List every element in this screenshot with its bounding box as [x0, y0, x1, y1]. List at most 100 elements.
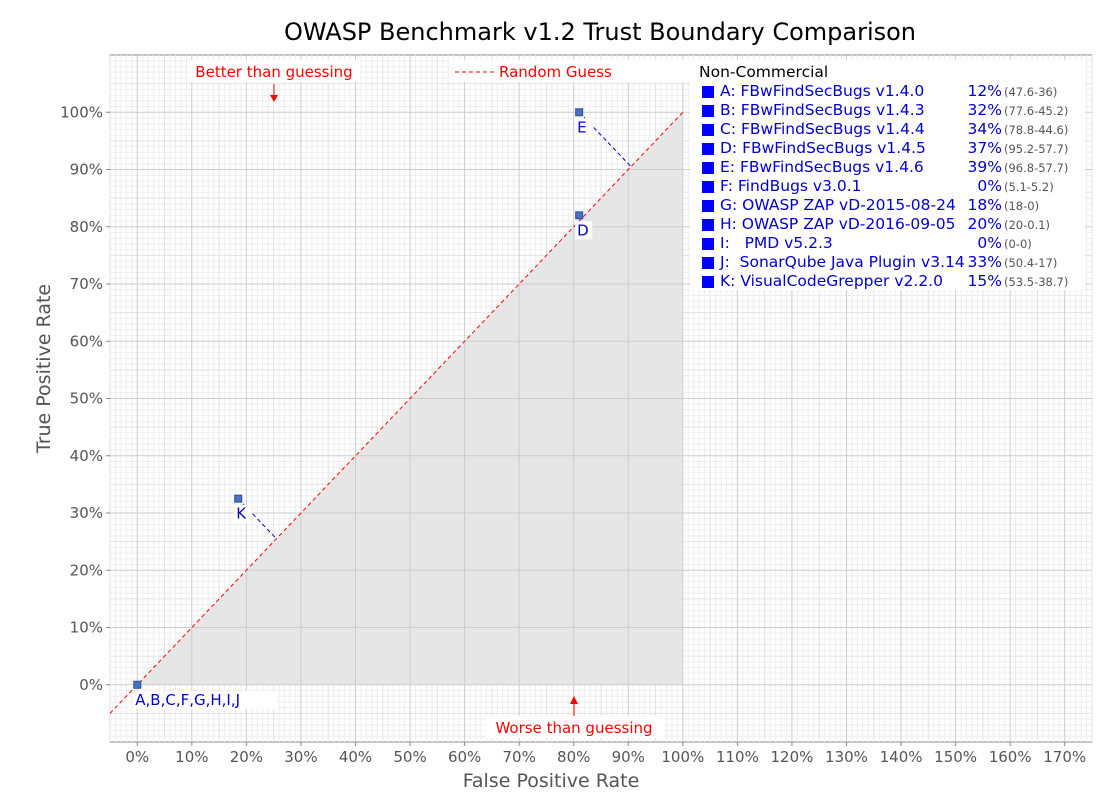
legend-entry: K: VisualCodeGrepper v2.2.0 15% (53.5-38.7… [702, 272, 1087, 291]
x-axis-label: False Positive Rate [463, 770, 640, 792]
legend-entry-range: (96.8-57.7) [1004, 161, 1069, 175]
legend-entry: F: FindBugs v3.0.1 0% (5.1-5.2) [702, 177, 1087, 196]
legend-entry-label: H: OWASP ZAP vD-2016-09-05 [720, 215, 956, 233]
legend-entry-range: (78.8-44.6) [1004, 123, 1069, 137]
legend-entry: H: OWASP ZAP vD-2016-09-05 20% (20-0.1) [702, 215, 1087, 234]
legend-square-icon [702, 86, 714, 98]
legend-entry-score: 33% [967, 253, 1002, 271]
legend-entry-score: 0% [977, 234, 1002, 252]
legend-entry-label: B: FBwFindSecBugs v1.4.3 [720, 101, 925, 119]
y-tick-label: 100% [60, 103, 103, 121]
legend-square-icon [702, 238, 714, 250]
x-tick-label: 60% [448, 748, 481, 766]
legend-entry-range: (53.5-38.7) [1004, 275, 1069, 289]
legend-square-icon [702, 257, 714, 269]
legend-square-icon [702, 181, 714, 193]
legend-entry-label: F: FindBugs v3.0.1 [720, 177, 862, 195]
legend-entry-range: (77.6-45.2) [1004, 104, 1069, 118]
legend-entry-label: K: VisualCodeGrepper v2.2.0 [720, 272, 943, 290]
data-point [234, 494, 243, 503]
legend-entry-range: (18-0) [1004, 199, 1040, 213]
better-label-bg [190, 60, 360, 82]
better-than-guessing-label: Better than guessing [195, 63, 352, 81]
legend-entry-range: (0-0) [1004, 237, 1032, 251]
x-tick-label: 170% [1043, 748, 1086, 766]
legend-heading: Non-Commercial [699, 63, 829, 81]
better-arrow-head [270, 95, 278, 102]
y-tick-label: 10% [70, 619, 103, 637]
legend-entry-range: (95.2-57.7) [1004, 142, 1069, 156]
legend-entry-range: (47.6-36) [1004, 85, 1058, 99]
y-axis-label: True Positive Rate [33, 284, 55, 454]
legend-entry-score: 15% [967, 272, 1002, 290]
legend-square-icon [702, 200, 714, 212]
random-legend-bg [450, 60, 690, 82]
legend-entry-score: 39% [967, 158, 1002, 176]
legend-entry-label: A: FBwFindSecBugs v1.4.0 [720, 82, 925, 100]
point-label: D [577, 221, 589, 239]
random-guess-legend-label: Random Guess [499, 63, 612, 81]
legend-entry-label: I: PMD v5.2.3 [720, 234, 833, 252]
point-label-bg [133, 690, 277, 709]
worse-label-bg [486, 716, 664, 738]
y-tick-label: 70% [70, 275, 103, 293]
legend-square-icon [702, 219, 714, 231]
legend-entry-label: G: OWASP ZAP vD-2015-08-24 [720, 196, 956, 214]
x-tick-label: 90% [612, 748, 645, 766]
x-tick-label: 50% [393, 748, 426, 766]
x-tick-label: 120% [770, 748, 813, 766]
y-tick-label: 90% [70, 161, 103, 179]
legend-square-icon [702, 276, 714, 288]
y-tick-label: 0% [79, 676, 103, 694]
y-tick-label: 50% [70, 390, 103, 408]
legend-entry: D: FBwFindSecBugs v1.4.5 37% (95.2-57.7) [702, 139, 1087, 158]
y-tick-label: 60% [70, 332, 103, 350]
x-tick-label: 150% [934, 748, 977, 766]
x-tick-label: 20% [230, 748, 263, 766]
legend: Non-Commercial A: FBwFindSecBugs v1.4.0 1… [690, 60, 1085, 290]
x-tick-label: 130% [825, 748, 868, 766]
legend-entry-score: 18% [967, 196, 1002, 214]
x-tick-label: 80% [557, 748, 590, 766]
legend-entry: C: FBwFindSecBugs v1.4.4 34% (78.8-44.6) [702, 120, 1087, 139]
y-tick-label: 80% [70, 218, 103, 236]
legend-entry: E: FBwFindSecBugs v1.4.6 39% (96.8-57.7) [702, 158, 1087, 177]
legend-entry: I: PMD v5.2.3 0% (0-0) [702, 234, 1087, 253]
x-tick-label: 160% [989, 748, 1032, 766]
data-point [575, 108, 584, 117]
point-label: K [236, 505, 247, 523]
point-connector [578, 111, 632, 167]
legend-entry-score: 20% [967, 215, 1002, 233]
worse-than-guessing-label: Worse than guessing [495, 719, 652, 737]
legend-entry-score: 12% [967, 82, 1002, 100]
legend-entry-label: C: FBwFindSecBugs v1.4.4 [720, 120, 925, 138]
legend-entry: B: FBwFindSecBugs v1.4.3 32% (77.6-45.2) [702, 101, 1087, 120]
legend-entry-range: (50.4-17) [1004, 256, 1058, 270]
y-tick-label: 20% [70, 561, 103, 579]
x-tick-label: 10% [175, 748, 208, 766]
y-tick-label: 40% [70, 447, 103, 465]
random-guess-line [109, 111, 684, 714]
chart-title: OWASP Benchmark v1.2 Trust Boundary Comp… [283, 18, 917, 46]
x-tick-label: 100% [661, 748, 704, 766]
point-label-bg [234, 504, 252, 523]
x-tick-label: 110% [716, 748, 759, 766]
legend-entry: J: SonarQube Java Plugin v3.14 33% (50.4-1… [702, 253, 1087, 272]
legend-square-icon [702, 124, 714, 136]
x-tick-label: 40% [339, 748, 372, 766]
x-tick-label: 140% [880, 748, 923, 766]
legend-entry-score: 34% [967, 120, 1002, 138]
legend-entry-label: E: FBwFindSecBugs v1.4.6 [720, 158, 924, 176]
point-label: E [577, 118, 586, 136]
x-tick-label: 70% [502, 748, 535, 766]
legend-square-icon [702, 143, 714, 155]
legend-entry: A: FBwFindSecBugs v1.4.0 12% (47.6-36) [702, 82, 1087, 101]
point-label-bg [575, 118, 593, 137]
worse-arrow-head [570, 696, 578, 704]
data-point [133, 680, 142, 689]
legend-entry-score: 0% [977, 177, 1002, 195]
data-point [575, 211, 584, 220]
legend-square-icon [702, 162, 714, 174]
point-label-bg [575, 221, 593, 240]
legend-entry: G: OWASP ZAP vD-2015-08-24 18% (18-0) [702, 196, 1087, 215]
